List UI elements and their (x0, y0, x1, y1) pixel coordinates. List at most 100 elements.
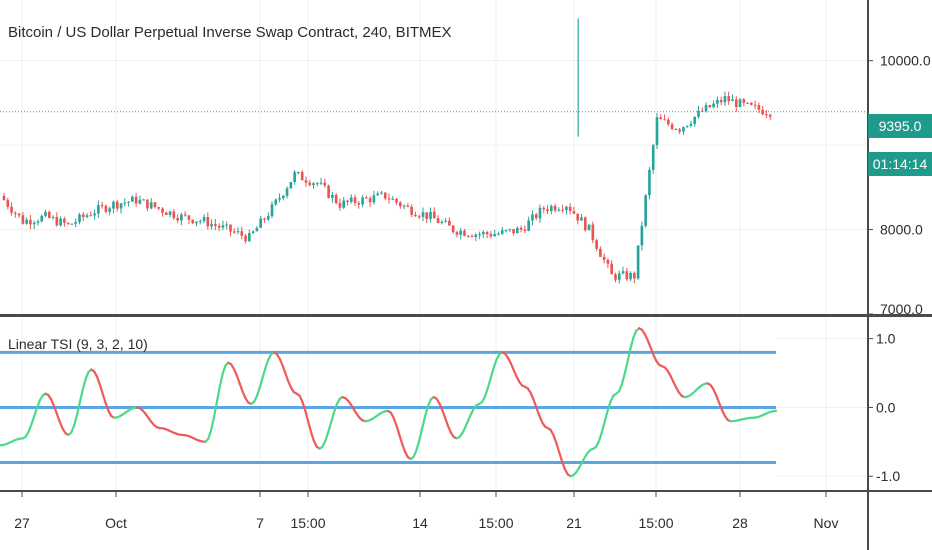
candle-body[interactable] (421, 212, 425, 217)
candle-body[interactable] (383, 192, 387, 199)
candle-body[interactable] (542, 207, 546, 210)
candle-body[interactable] (25, 219, 28, 224)
candle-body[interactable] (644, 195, 647, 226)
candle-body[interactable] (63, 218, 66, 223)
candle-body[interactable] (527, 220, 530, 231)
candle-body[interactable] (14, 212, 17, 214)
candle-body[interactable] (414, 214, 417, 217)
candle-body[interactable] (6, 200, 10, 207)
candle-body[interactable] (74, 222, 78, 224)
candle-body[interactable] (455, 232, 459, 235)
candle-body[interactable] (248, 233, 251, 242)
candle-body[interactable] (602, 256, 606, 260)
candle-body[interactable] (614, 274, 617, 280)
candle-body[interactable] (55, 216, 59, 226)
candle-body[interactable] (180, 214, 183, 221)
candle-body[interactable] (610, 263, 614, 275)
candle-body[interactable] (312, 183, 315, 186)
candle-body[interactable] (357, 203, 361, 205)
candle-body[interactable] (466, 235, 470, 237)
candle-body[interactable] (183, 214, 187, 216)
candle-body[interactable] (353, 197, 357, 204)
candle-body[interactable] (727, 96, 731, 102)
candle-body[interactable] (663, 119, 666, 121)
candle-body[interactable] (21, 215, 25, 224)
candle-body[interactable] (599, 248, 602, 257)
candle-body[interactable] (304, 180, 308, 183)
candle-body[interactable] (217, 225, 221, 228)
candle-body[interactable] (78, 214, 81, 223)
candle-body[interactable] (629, 272, 632, 280)
candle-body[interactable] (440, 221, 444, 224)
candle-body[interactable] (85, 215, 89, 217)
candle-body[interactable] (334, 194, 338, 203)
candle-body[interactable] (142, 199, 145, 201)
candle-body[interactable] (425, 212, 429, 219)
candle-body[interactable] (478, 234, 481, 236)
candle-body[interactable] (229, 224, 232, 232)
candle-body[interactable] (768, 114, 772, 117)
candle-body[interactable] (289, 182, 293, 189)
candle-body[interactable] (678, 129, 681, 132)
candle-body[interactable] (508, 229, 512, 231)
candle-body[interactable] (399, 202, 402, 207)
candle-body[interactable] (538, 207, 542, 219)
candle-body[interactable] (221, 225, 225, 228)
candle-body[interactable] (436, 218, 440, 224)
candle-body[interactable] (70, 223, 74, 225)
candle-body[interactable] (670, 124, 674, 129)
candle-body[interactable] (380, 192, 383, 194)
candle-body[interactable] (266, 216, 270, 220)
candle-body[interactable] (482, 232, 485, 235)
candle-body[interactable] (531, 214, 534, 221)
candle-body[interactable] (376, 193, 379, 196)
candle-body[interactable] (591, 224, 595, 241)
candle-body[interactable] (738, 99, 742, 107)
candle-body[interactable] (97, 205, 100, 214)
candle-body[interactable] (308, 182, 312, 186)
candle-body[interactable] (625, 271, 629, 280)
candle-body[interactable] (565, 206, 568, 210)
candle-body[interactable] (187, 215, 191, 220)
candle-body[interactable] (323, 182, 327, 186)
candle-body[interactable] (29, 219, 32, 225)
candle-body[interactable] (568, 206, 572, 212)
candle-body[interactable] (127, 201, 130, 203)
candle-body[interactable] (448, 220, 451, 226)
candle-body[interactable] (293, 172, 296, 183)
candle-body[interactable] (297, 172, 300, 174)
candle-body[interactable] (2, 195, 6, 201)
candle-body[interactable] (410, 206, 413, 215)
candle-body[interactable] (161, 208, 164, 213)
candle-body[interactable] (493, 234, 497, 237)
candle-body[interactable] (617, 273, 621, 280)
candle-body[interactable] (131, 196, 134, 202)
candle-body[interactable] (119, 203, 123, 209)
candle-body[interactable] (259, 218, 262, 228)
candle-body[interactable] (104, 205, 108, 212)
candle-body[interactable] (595, 240, 598, 249)
candle-body[interactable] (659, 117, 663, 120)
candle-body[interactable] (172, 211, 176, 219)
candle-body[interactable] (504, 230, 508, 232)
candle-body[interactable] (93, 213, 96, 216)
candle-body[interactable] (47, 211, 51, 218)
candle-body[interactable] (149, 202, 153, 209)
candle-body[interactable] (444, 220, 447, 222)
candle-body[interactable] (240, 231, 244, 236)
candle-body[interactable] (666, 119, 670, 125)
candle-body[interactable] (470, 235, 474, 237)
pane-separator[interactable] (0, 314, 932, 317)
candle-body[interactable] (429, 211, 432, 219)
candle-body[interactable] (497, 233, 500, 235)
candle-body[interactable] (689, 123, 693, 126)
candle-body[interactable] (40, 215, 44, 222)
candle-body[interactable] (655, 117, 659, 146)
candle-body[interactable] (349, 197, 353, 202)
candle-body[interactable] (708, 105, 712, 108)
candle-body[interactable] (557, 209, 561, 211)
candle-body[interactable] (651, 145, 655, 170)
candle-body[interactable] (115, 201, 119, 209)
candle-body[interactable] (572, 211, 576, 214)
